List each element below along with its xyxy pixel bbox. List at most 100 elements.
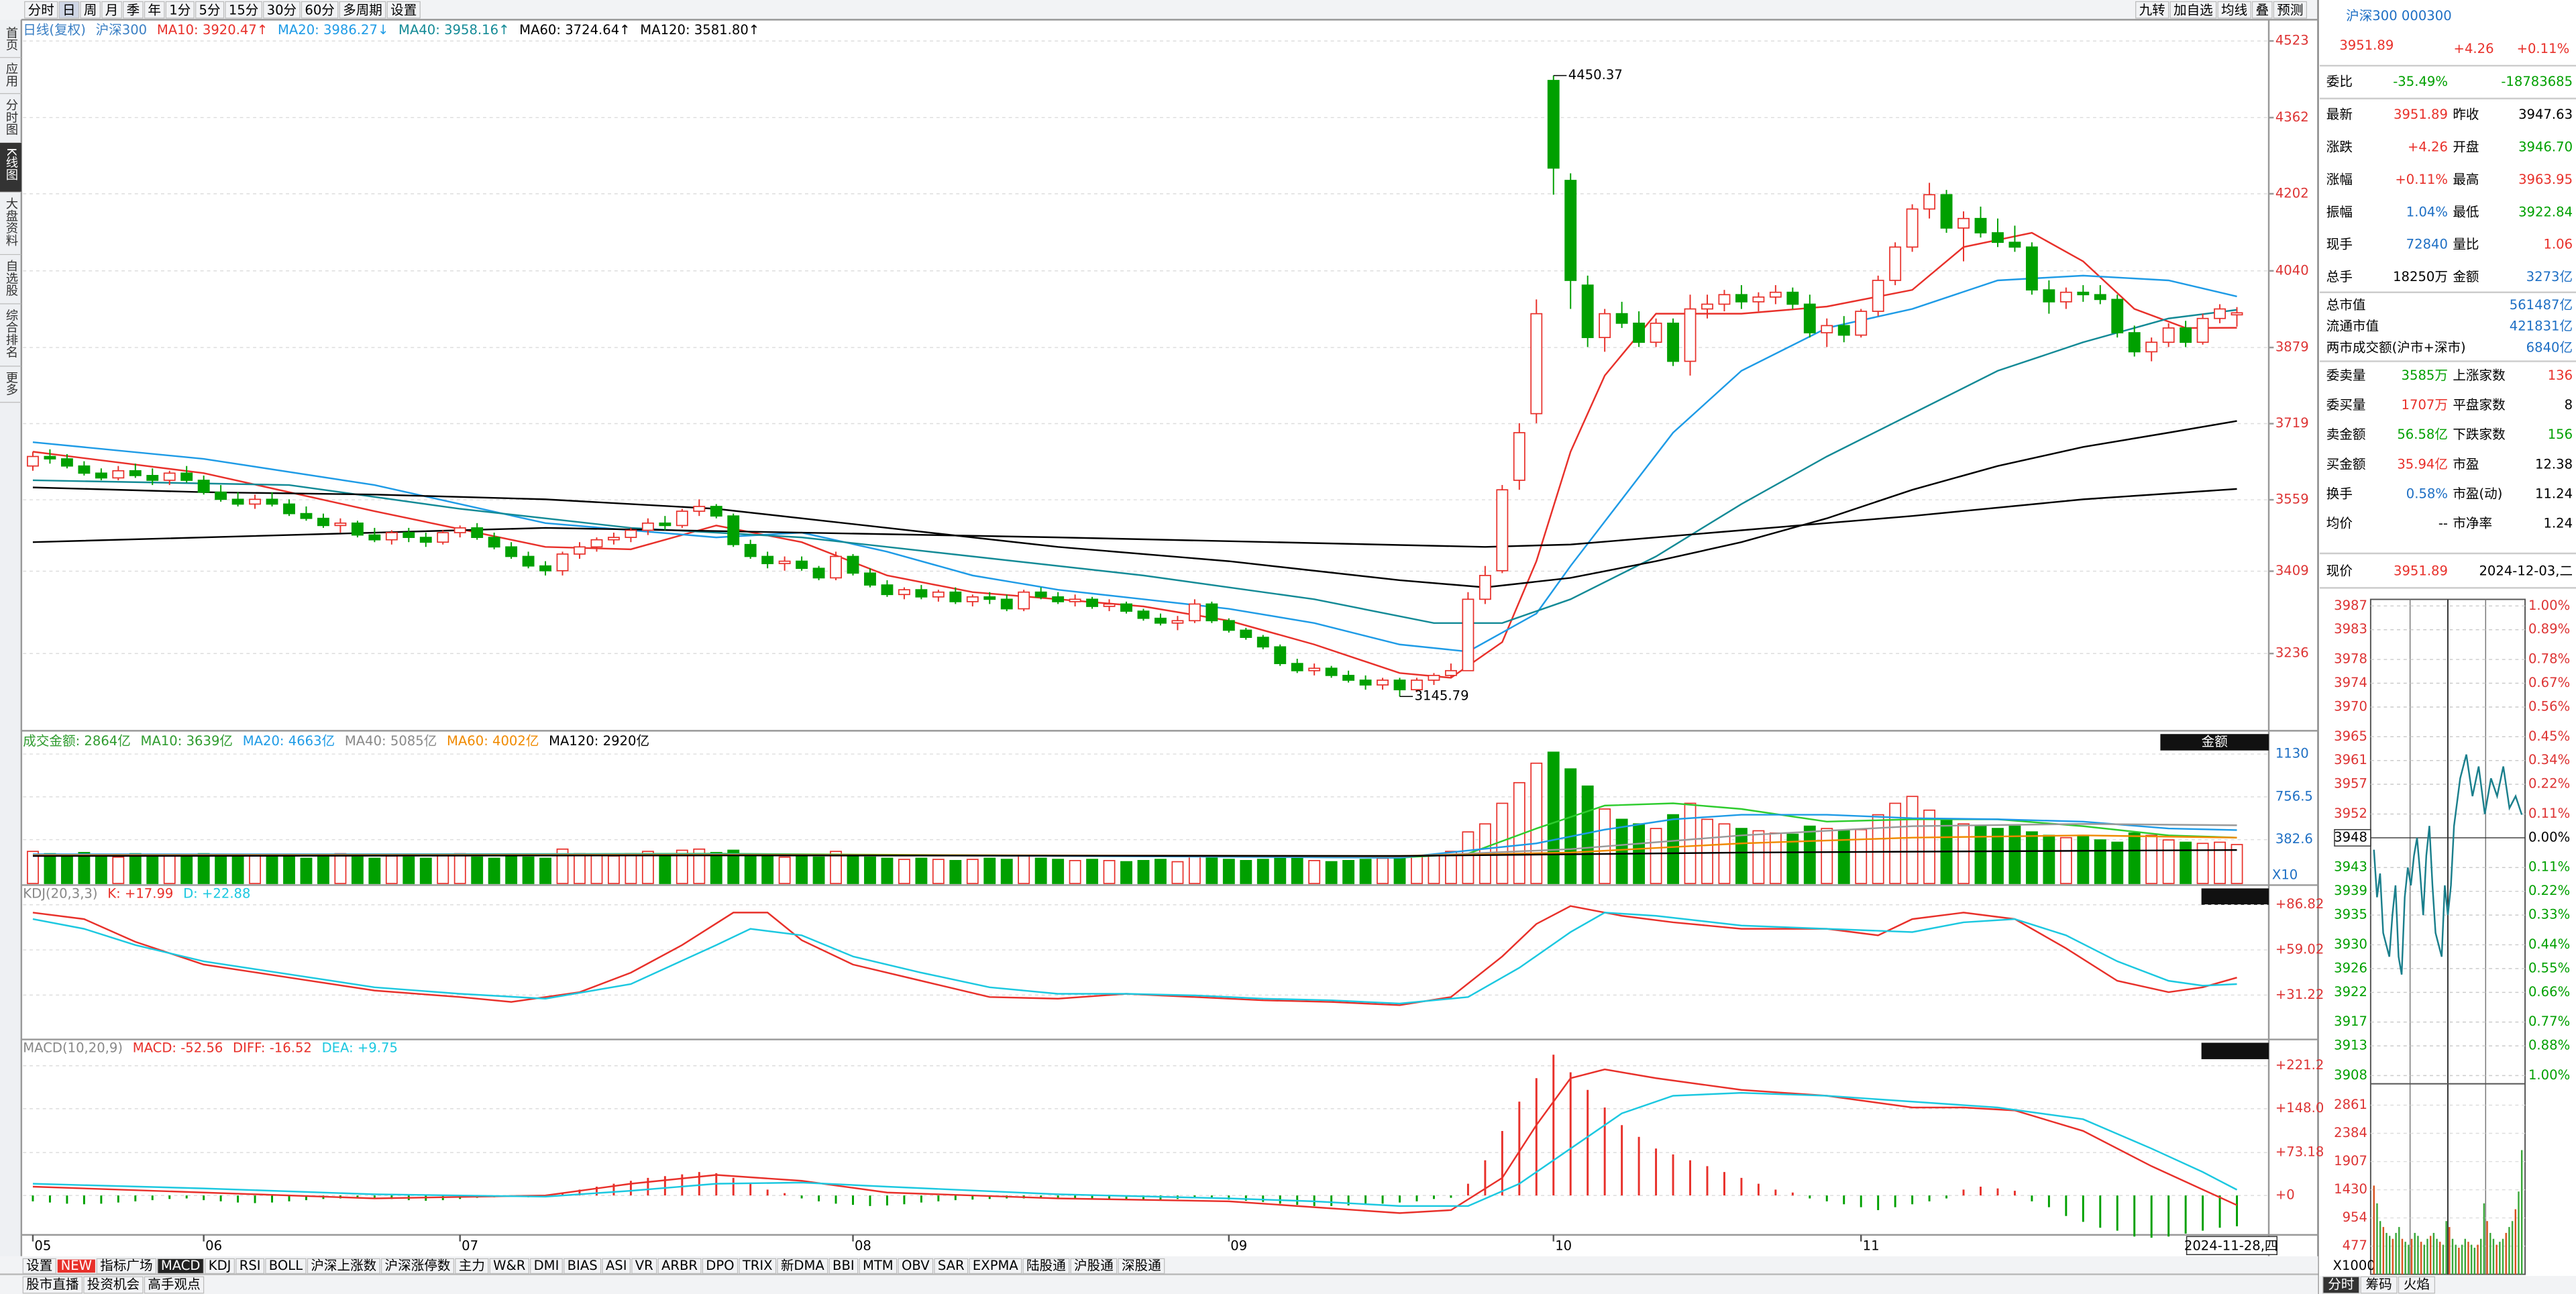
indicator-tab-box[interactable] [307,1258,380,1275]
indicator-tab[interactable]: OBV [902,1258,930,1273]
tool-button[interactable]: 加自选 [2174,2,2213,17]
indicator-tab-box[interactable] [22,1258,56,1275]
tool-button-box[interactable] [2273,1,2307,19]
indicator-tab-box[interactable] [489,1258,529,1275]
minute-tab-box[interactable] [2398,1276,2435,1294]
tool-button[interactable]: 预测 [2277,2,2303,17]
period-tab-box[interactable] [80,1,101,19]
indicator-tab[interactable]: W&R [493,1258,526,1273]
indicator-tab-box[interactable] [777,1258,828,1275]
indicator-tab-box[interactable] [96,1258,157,1275]
sidebar-item[interactable]: 更多 [4,371,18,396]
period-tab[interactable]: 周 [84,2,97,17]
period-tab[interactable]: 季 [127,2,140,17]
indicator-tab-box[interactable] [934,1258,969,1275]
indicator-tab-box[interactable] [235,1258,265,1275]
period-tab-box[interactable] [225,1,262,19]
indicator-tab[interactable]: RSI [239,1258,261,1273]
period-tab-box[interactable] [339,1,386,19]
indicator-tab[interactable]: 设置 [26,1258,52,1273]
minute-tab-box[interactable] [2322,1276,2360,1294]
period-tab-box[interactable] [165,1,195,19]
indicator-tab[interactable]: DMI [534,1258,559,1273]
indicator-tab-box[interactable] [631,1258,657,1275]
indicator-tab[interactable]: 主力 [459,1258,485,1273]
period-tab-box[interactable] [123,1,144,19]
kdj-info-button[interactable] [2201,888,2269,905]
indicator-tab[interactable]: BIAS [568,1258,598,1273]
bottom-link-box[interactable] [144,1276,205,1294]
period-tab-box[interactable] [263,1,301,19]
bottom-link-box[interactable] [83,1276,144,1294]
period-tab[interactable]: 设置 [390,2,417,17]
indicator-tab-box[interactable] [898,1258,934,1275]
minute-tab-box[interactable] [2360,1276,2398,1294]
sidebar-item[interactable]: 自选股 [4,260,18,296]
indicator-tab[interactable]: KDJ [209,1258,231,1273]
period-tab[interactable]: 日 [62,2,76,17]
bottom-link[interactable]: 高手观点 [148,1277,200,1292]
period-tab-box[interactable] [144,1,165,19]
indicator-tab-box[interactable] [657,1258,702,1275]
indicator-tab[interactable]: 深股通 [1122,1258,1161,1273]
tool-button-box[interactable] [2169,1,2217,19]
indicator-tab-box[interactable] [1118,1258,1165,1275]
macd-info-button[interactable] [2201,1042,2269,1059]
indicator-tab[interactable]: BOLL [269,1258,303,1273]
bottom-link[interactable]: 股市直播 [26,1277,79,1292]
indicator-tab[interactable]: 陆股通 [1026,1258,1066,1273]
indicator-tab[interactable]: 沪深上涨数 [311,1258,376,1273]
indicator-tab-box[interactable] [265,1258,307,1275]
tool-button[interactable]: 均线 [2221,2,2247,17]
indicator-tab-box[interactable] [205,1258,235,1275]
sidebar-item[interactable]: 大盘资料 [4,197,18,246]
indicator-tab[interactable]: SAR [938,1258,965,1273]
indicator-tab[interactable]: VR [635,1258,653,1273]
indicator-tab-box[interactable] [702,1258,739,1275]
tool-button[interactable]: 叠 [2255,2,2269,17]
indicator-tab-box[interactable] [157,1258,205,1275]
period-tab[interactable]: 60分 [305,2,335,17]
indicator-tab-box[interactable] [828,1258,859,1275]
period-tab[interactable]: 月 [105,2,119,17]
indicator-tab[interactable]: EXPMA [973,1258,1018,1273]
indicator-tab[interactable]: 新DMA [781,1258,825,1273]
minute-tab[interactable]: 火焰 [2404,1277,2430,1292]
bottom-link-box[interactable] [22,1276,83,1294]
sidebar-item[interactable]: 首页 [4,26,18,51]
tool-button-box[interactable] [2135,1,2169,19]
indicator-tab[interactable]: MACD [161,1258,201,1273]
indicator-tab[interactable]: ARBR [661,1258,698,1273]
sidebar-item[interactable]: 分时图 [4,99,18,136]
indicator-tab[interactable]: DPO [706,1258,734,1273]
volume-button-label[interactable]: 金额 [2202,734,2229,749]
period-tab[interactable]: 15分 [229,2,259,17]
indicator-tab[interactable]: 沪深涨停数 [385,1258,451,1273]
period-tab-box[interactable] [386,1,421,19]
period-tab[interactable]: 多周期 [343,2,382,17]
period-tab-box[interactable] [24,1,58,19]
period-tab[interactable]: 30分 [267,2,297,17]
minute-tab[interactable]: 筹码 [2366,1277,2392,1292]
period-tab[interactable]: 分时 [28,2,54,17]
period-tab[interactable]: 年 [148,2,161,17]
indicator-tab-box[interactable] [1022,1258,1070,1275]
indicator-tab-box[interactable] [739,1258,777,1275]
bottom-link[interactable]: 投资机会 [87,1277,140,1292]
indicator-tab[interactable]: ASI [606,1258,627,1273]
period-tab[interactable]: 1分 [169,2,191,17]
indicator-tab[interactable]: BBI [833,1258,855,1273]
indicator-tab-box[interactable] [530,1258,563,1275]
indicator-tab-box[interactable] [969,1258,1022,1275]
sidebar-item[interactable]: 应用 [4,62,18,87]
indicator-tab-box[interactable] [602,1258,631,1275]
period-tab-box[interactable] [58,1,80,19]
tool-button[interactable]: 九转 [2139,2,2165,17]
tool-button-box[interactable] [2251,1,2273,19]
indicator-tab-box[interactable] [455,1258,489,1275]
indicator-tab-box[interactable] [1070,1258,1118,1275]
minute-tab[interactable]: 分时 [2328,1277,2354,1292]
tool-button-box[interactable] [2217,1,2251,19]
period-tab-box[interactable] [301,1,339,19]
indicator-tab[interactable]: MTM [863,1258,894,1273]
